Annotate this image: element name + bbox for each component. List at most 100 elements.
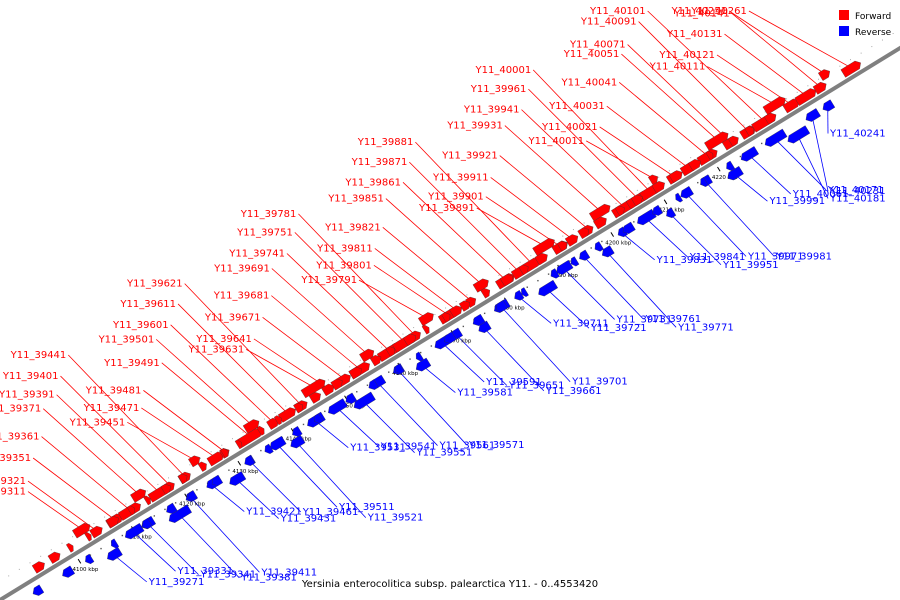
forward-gene-label: Y11_40261 [690, 6, 747, 17]
guide-dot [210, 451, 212, 453]
reverse-connector [748, 154, 792, 195]
forward-gene-label: Y11_39901 [427, 192, 484, 203]
forward-gene-label: Y11_40071 [569, 40, 626, 51]
reverse-gene-label: Y11_39951 [722, 260, 779, 271]
forward-gene-label: Y11_39811 [316, 243, 373, 254]
forward-gene [534, 252, 548, 266]
forward-connector [415, 141, 533, 265]
minor-tick [100, 547, 102, 550]
reverse-gene-label: Y11_39771 [677, 322, 734, 333]
forward-gene [130, 488, 146, 503]
guide-dot [743, 124, 745, 126]
guide-dot [295, 398, 297, 400]
reverse-gene-label: Y11_39271 [148, 577, 205, 588]
guide-dot [764, 111, 766, 113]
forward-gene [589, 203, 611, 222]
guide-dot [338, 372, 340, 374]
legend-label-reverse: Reverse [855, 28, 892, 38]
forward-connector [141, 407, 217, 459]
forward-gene [197, 461, 207, 472]
reverse-gene [617, 226, 628, 238]
forward-gene [330, 378, 343, 391]
reverse-gene [211, 474, 224, 486]
reverse-gene [700, 177, 709, 187]
reverse-connector [645, 217, 688, 258]
reverse-gene-label: Y11_39381 [240, 573, 297, 584]
forward-gene-label: Y11_39961 [470, 84, 527, 95]
forward-gene-label: Y11_40141 [673, 8, 730, 19]
guide-dot [455, 300, 457, 302]
forward-gene-label: Y11_40051 [563, 49, 620, 60]
reverse-gene [229, 471, 247, 486]
forward-connector [184, 283, 302, 406]
minor-tick [547, 273, 550, 275]
guide-dot [50, 549, 52, 551]
forward-gene-label: Y11_39821 [324, 222, 381, 233]
reverse-gene [594, 241, 604, 252]
guide-dot [157, 483, 159, 485]
guide-dot [786, 98, 788, 100]
reverse-gene-label: Y11_39331 [177, 566, 234, 577]
reverse-gene [570, 256, 580, 267]
forward-connector [599, 126, 675, 178]
guide-dot [359, 359, 361, 361]
guide-dot [636, 189, 638, 191]
forward-gene [532, 238, 555, 257]
guide-dot [221, 444, 223, 446]
forward-gene-label: Y11_39941 [463, 105, 520, 116]
guide-dot [818, 78, 820, 80]
forward-gene [321, 383, 335, 397]
reverse-gene [472, 313, 486, 326]
reverse-gene [415, 357, 432, 372]
forward-gene [564, 234, 579, 247]
reverse-gene-label: Y11_39971 [747, 251, 804, 262]
reverse-connector [546, 288, 590, 329]
guide-dot [61, 542, 63, 544]
guide-dot [199, 457, 201, 459]
forward-gene-label: Y11_39621 [126, 279, 183, 290]
forward-connector [621, 53, 718, 141]
minor-tick [462, 325, 465, 328]
tick-mark [610, 232, 614, 237]
forward-gene-label: Y11_40001 [475, 65, 532, 76]
guide-dot [562, 235, 564, 237]
reverse-gene-label: Y11_39431 [280, 514, 337, 525]
guide-dot [860, 52, 862, 54]
reverse-gene [727, 166, 744, 181]
reverse-connector [455, 334, 508, 386]
forward-gene-label: Y11_39321 [0, 476, 26, 487]
reverse-connector [774, 138, 827, 191]
gene-labels: Y11_39311Y11_39321 Y11_39351 Y11_39361 Y11_… [0, 6, 886, 588]
guide-dot [18, 568, 20, 570]
forward-connector [170, 324, 274, 424]
forward-gene-label: Y11_40041 [561, 77, 618, 88]
forward-gene-label: Y11_39851 [327, 194, 384, 205]
reverse-gene [32, 584, 45, 596]
reverse-gene-label: Y11_39831 [656, 255, 713, 266]
forward-gene [242, 419, 260, 434]
forward-gene [763, 112, 777, 125]
forward-gene [577, 227, 590, 239]
forward-connector [532, 69, 651, 193]
forward-gene-label: Y11_39631 [188, 344, 245, 355]
tick-label: 4220 kbp [712, 175, 738, 181]
minor-tick [153, 515, 156, 517]
reverse-gene-label: Y11_40171 [827, 185, 884, 196]
guide-dot [285, 405, 287, 407]
minor-tick [430, 345, 433, 347]
forward-gene [300, 378, 326, 399]
minor-tick [697, 181, 699, 184]
forward-gene-label: Y11_40251 [671, 6, 728, 17]
minor-tick [420, 351, 422, 354]
guide-dot [647, 183, 649, 185]
forward-gene [31, 561, 45, 574]
forward-connector [262, 316, 345, 380]
forward-connector [358, 279, 428, 319]
forward-gene [220, 448, 229, 458]
guide-dot [679, 163, 681, 165]
guide-dot [498, 274, 500, 276]
minor-tick [760, 142, 763, 145]
reverse-gene-label: Y11_39661 [545, 386, 602, 397]
forward-gene [421, 324, 430, 335]
